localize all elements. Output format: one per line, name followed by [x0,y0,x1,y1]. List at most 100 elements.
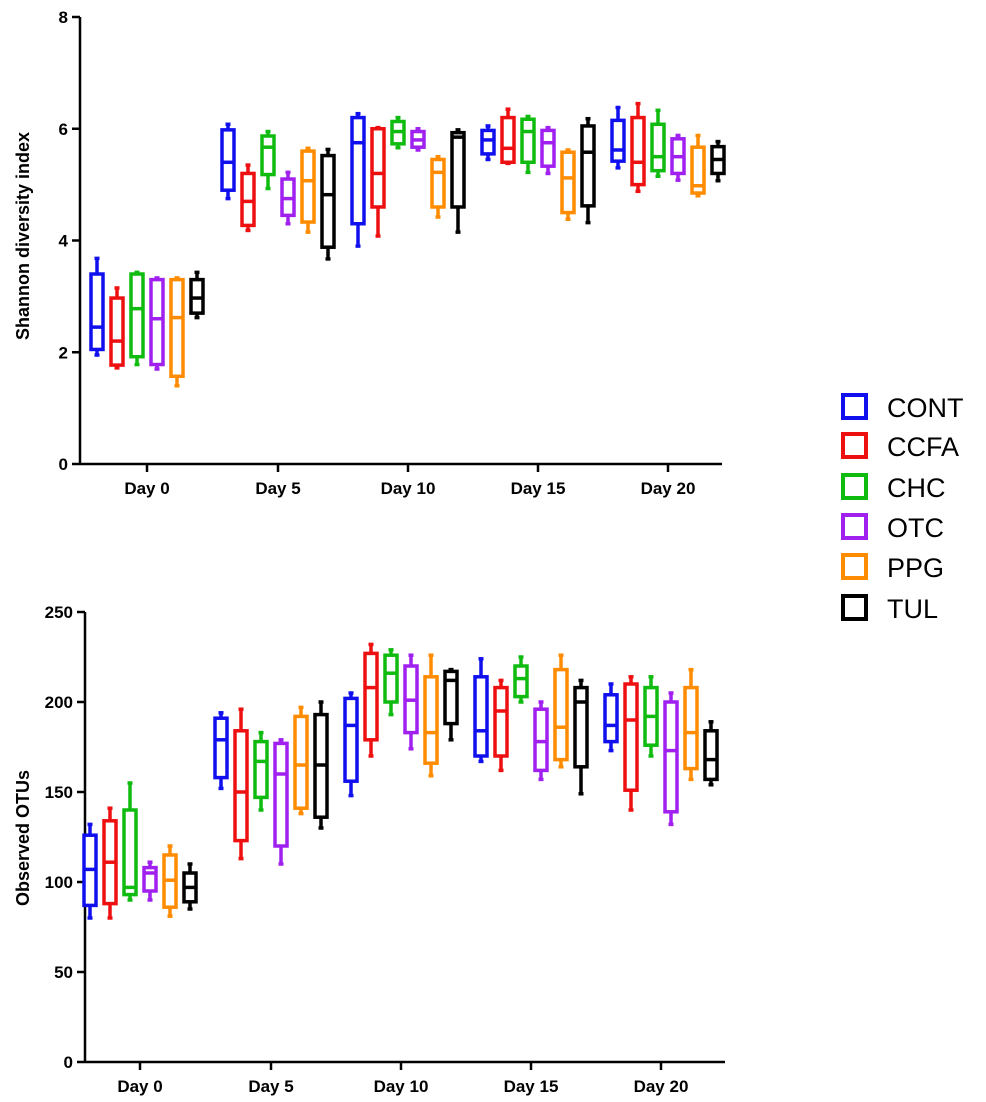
y-tick-label: 100 [45,873,73,892]
box-body [383,653,399,704]
box-ccfa-day10 [370,125,386,238]
box-body [293,714,309,810]
box-ccfa-day20 [623,675,639,812]
box-chc-day10 [390,115,406,150]
y-tick-label: 0 [59,455,68,474]
box-otc-day15 [540,125,556,176]
box-body [300,149,316,224]
box-ccfa-day10 [363,642,379,758]
y-tick-label: 150 [45,783,73,802]
box-ppg-day0 [169,276,185,388]
box-body [89,272,105,352]
box-body [650,122,666,173]
x-tick-label: Day 5 [255,479,300,498]
box-chc-day10 [383,648,399,717]
box-ccfa-day15 [500,107,516,166]
y-tick-label: 50 [54,963,73,982]
box-body [703,729,719,782]
box-tul-day10 [450,128,466,234]
box-ppg-day15 [560,148,576,222]
x-tick-label: Day 20 [641,479,696,498]
box-body [253,739,269,800]
box-ppg-day5 [300,146,316,234]
box-body [122,808,138,897]
box-body [610,118,626,163]
box-body [233,729,249,843]
legend-swatch-ccfa [841,432,868,459]
box-body [683,685,699,771]
box-ppg-day5 [293,705,309,816]
box-otc-day10 [403,653,419,751]
box-tul-day0 [189,270,205,320]
box-body [350,115,366,226]
box-body [630,115,646,187]
box-body [540,128,556,168]
box-body [430,157,446,209]
box-tul-day5 [313,700,329,830]
box-ppg-day15 [553,653,569,769]
box-body [623,682,639,792]
box-otc-day5 [273,738,289,866]
box-body [220,128,236,192]
box-body [500,115,516,165]
legend-swatch-otc [841,513,868,540]
box-ccfa-day5 [233,707,249,861]
x-tick-label: Day 15 [511,479,566,498]
box-body [142,865,158,893]
box-body [553,667,569,762]
box-chc-day0 [129,270,145,367]
box-tul-day20 [703,720,719,787]
y-tick-label: 200 [45,693,73,712]
box-body [480,128,496,156]
box-cont-day0 [82,822,98,920]
box-ppg-day10 [430,154,446,219]
box-chc-day15 [513,655,529,704]
box-otc-day5 [280,170,296,226]
box-cont-day5 [213,711,229,791]
box-body [109,296,125,367]
box-ccfa-day0 [109,286,125,370]
box-otc-day20 [663,691,679,827]
box-cont-day10 [350,111,366,248]
box-body [363,651,379,742]
box-body [240,171,256,228]
y-tick-label: 0 [64,1053,73,1072]
legend-label-chc: CHC [887,473,946,503]
shannon-plot: Shannon diversity index 0 2 4 6 8 Day 0 Day 5 D… [13,8,726,498]
box-body [533,707,549,773]
box-body [213,716,229,780]
box-body [443,669,459,726]
legend-label-ppg: PPG [887,553,944,583]
legend-swatch-ppg [841,553,868,580]
box-body [560,150,576,215]
box-tul-day15 [573,678,589,796]
box-body [149,277,165,367]
box-body [260,134,276,177]
legend-label-ccfa: CCFA [887,432,959,462]
box-chc-day20 [643,675,659,758]
y-tick-label: 6 [59,120,68,139]
x-tick-label: Day 10 [381,479,436,498]
box-body [513,664,529,699]
box-ppg-day20 [690,133,706,198]
box-body [573,685,589,769]
box-body [343,696,359,783]
box-tul-day15 [580,116,596,225]
x-tick-label: Day 5 [248,1077,293,1096]
x-tick-label: Day 20 [634,1077,689,1096]
legend-swatch-tul [841,594,868,621]
box-chc-day5 [253,730,269,812]
box-ccfa-day5 [240,163,256,233]
box-body [493,685,509,758]
box-chc-day0 [122,781,138,902]
legend-label-tul: TUL [887,594,938,624]
box-body [423,675,439,765]
legend-label-cont: CONT [887,393,964,423]
box-body [320,153,336,249]
box-cont-day5 [220,122,236,201]
x-tick-label: Day 0 [117,1077,162,1096]
y-axis-title-shannon: Shannon diversity index [13,132,33,340]
box-body [370,127,386,209]
box-body [450,130,466,209]
